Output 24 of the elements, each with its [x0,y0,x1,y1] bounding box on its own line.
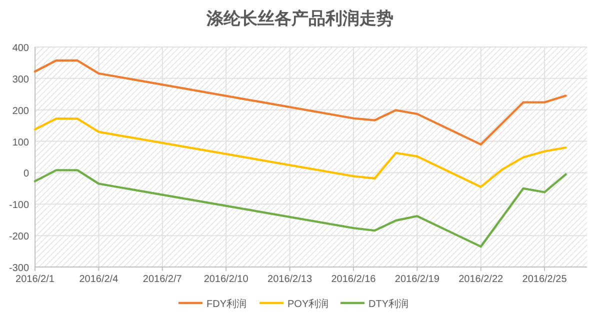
x-tick-label: 2016/2/4 [79,274,119,285]
legend-label: DTY利润 [368,298,408,310]
y-tick-label: -200 [8,232,30,243]
x-tick-label: 2016/2/16 [331,274,376,285]
chart-title: 涤纶长丝各产品利润走势 [206,9,394,28]
line-series [34,169,567,248]
y-tick-label: 200 [12,106,30,117]
x-tick-label: 2016/2/10 [204,274,249,285]
y-tick-label: 300 [12,74,30,86]
x-tick-label: 2016/2/7 [142,274,182,285]
legend-label: POY利润 [288,298,329,310]
x-tick-label: 2016/2/1 [16,274,55,285]
y-tick-label: 400 [12,43,30,54]
y-tick-label: -300 [8,263,30,274]
line-series [34,118,567,188]
x-tick-label: 2016/2/22 [458,274,504,285]
x-tick-label: 2016/2/13 [268,274,312,285]
y-tick-label: -100 [8,200,30,212]
y-tick-label: 100 [12,137,30,148]
line-series [34,59,567,146]
x-tick-label: 2016/2/25 [522,274,568,285]
y-tick-label: 0 [23,168,30,180]
x-tick-label: 2016/2/19 [394,274,440,285]
legend-label: FDY利润 [206,298,246,310]
